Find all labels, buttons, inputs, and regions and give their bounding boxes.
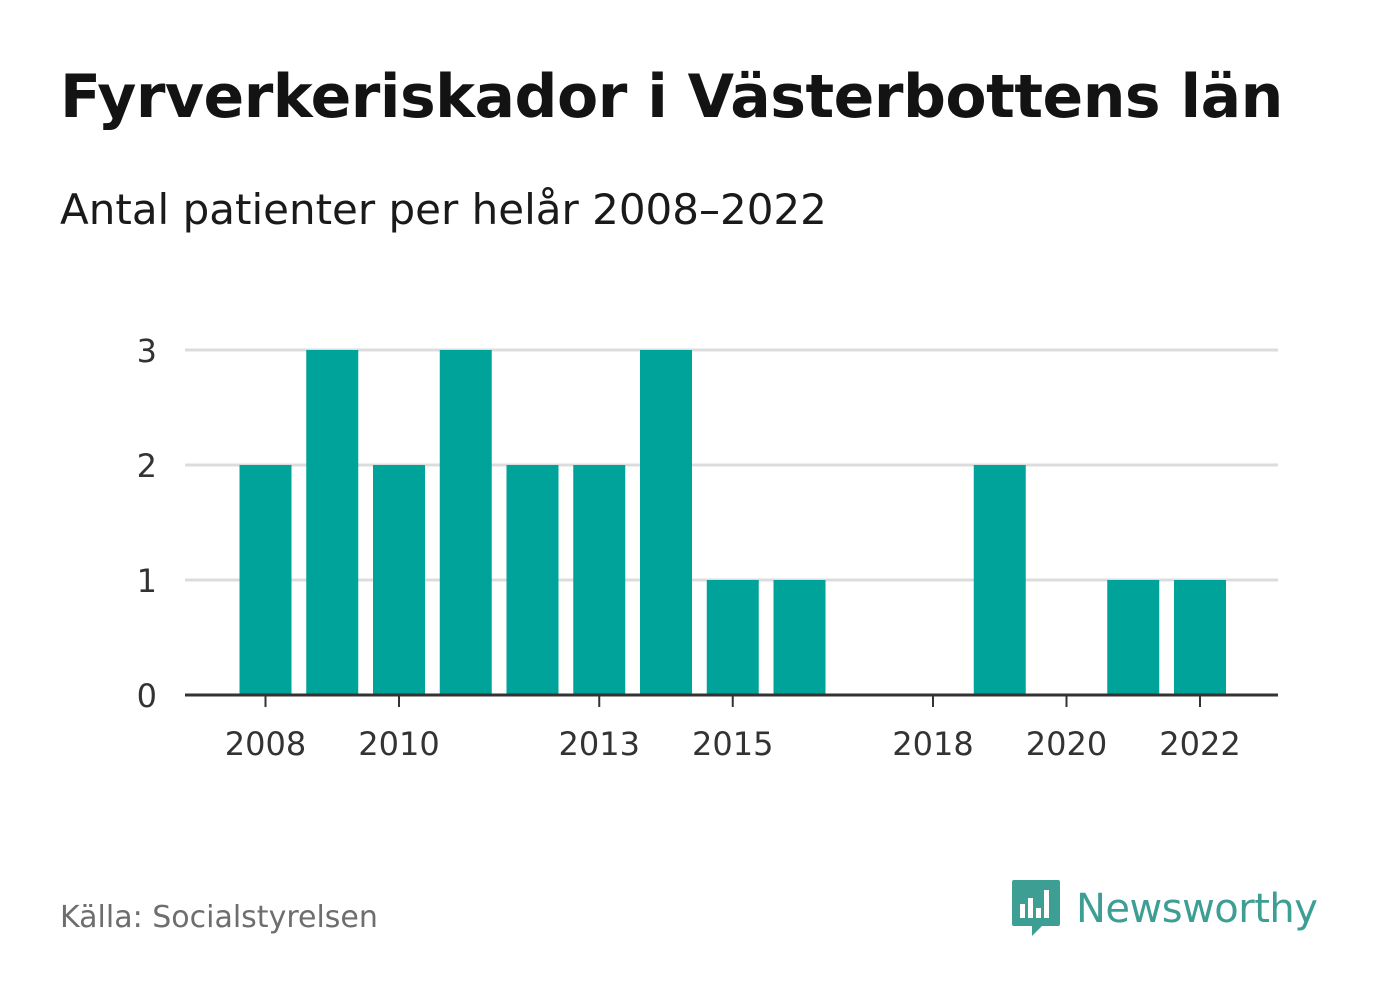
- x-tick-labels: 2008 2010 2013 2015 2018 2020 2022: [225, 725, 1241, 763]
- x-tick-label: 2015: [692, 725, 773, 763]
- x-tick-label: 2008: [225, 725, 306, 763]
- bar-2010: [373, 465, 425, 695]
- y-tick-label: 0: [137, 677, 157, 715]
- bars: [239, 350, 1226, 695]
- source-note: Källa: Socialstyrelsen: [60, 900, 378, 935]
- x-tick-label: 2020: [1026, 725, 1107, 763]
- chart-title: Fyrverkeriskador i Västerbottens län: [60, 62, 1283, 132]
- chart-subtitle: Antal patienter per helår 2008–2022: [60, 185, 827, 234]
- x-tick-label: 2010: [358, 725, 439, 763]
- y-tick-label: 3: [137, 332, 157, 370]
- bar-2022: [1174, 580, 1226, 695]
- brand-name: Newsworthy: [1076, 886, 1318, 932]
- bar-chart: 0 1 2 3 2008 2010 2013 2015 2018 2020 2022: [137, 332, 1278, 763]
- bar-2009: [306, 350, 359, 695]
- bar-2019: [973, 465, 1026, 695]
- y-tick-labels: 0 1 2 3: [137, 332, 157, 715]
- bar-2012: [506, 465, 559, 695]
- bar-chart-speech-bubble-icon: [1012, 880, 1060, 936]
- y-tick-label: 2: [137, 447, 157, 485]
- x-tick-label: 2022: [1159, 725, 1240, 763]
- bar-2015: [706, 580, 759, 695]
- bar-2021: [1107, 580, 1160, 695]
- bar-2014: [640, 350, 692, 695]
- bar-2011: [439, 350, 492, 695]
- bar-2013: [573, 465, 626, 695]
- brand-logo: Newsworthy: [1010, 878, 1318, 940]
- y-tick-label: 1: [137, 562, 157, 600]
- axes: [185, 693, 1278, 707]
- x-tick-label: 2018: [892, 725, 973, 763]
- bar-2016: [773, 580, 826, 695]
- bar-2008: [239, 465, 292, 695]
- x-tick-label: 2013: [559, 725, 640, 763]
